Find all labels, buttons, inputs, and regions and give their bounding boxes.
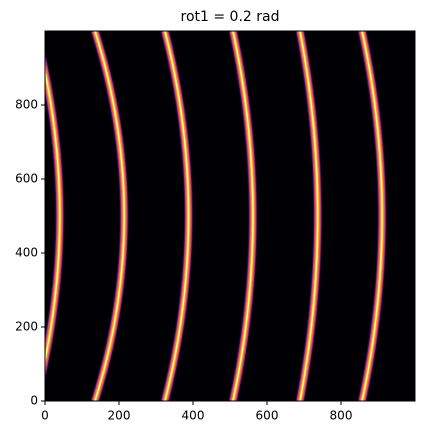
ring-band bbox=[232, 31, 254, 401]
image-area bbox=[45, 31, 415, 401]
ring bbox=[90, 31, 129, 401]
ring bbox=[45, 51, 65, 381]
ring bbox=[357, 31, 387, 401]
ring-band bbox=[299, 31, 319, 401]
ring-band bbox=[94, 31, 125, 401]
y-tick-label: 200 bbox=[15, 320, 38, 334]
ring bbox=[295, 31, 323, 401]
y-tick-label: 600 bbox=[15, 172, 38, 186]
ring-band bbox=[361, 31, 383, 401]
ring bbox=[228, 31, 258, 401]
ring bbox=[160, 31, 194, 401]
y-tick-label: 0 bbox=[30, 394, 38, 408]
image-background bbox=[45, 31, 415, 401]
y-tick-label: 400 bbox=[15, 246, 38, 260]
x-tick-label: 0 bbox=[41, 409, 49, 423]
x-tick-label: 800 bbox=[330, 409, 353, 423]
plot-frame bbox=[44, 30, 416, 402]
y-tick-label: 800 bbox=[15, 98, 38, 112]
chart-title: rot1 = 0.2 rad bbox=[181, 9, 280, 25]
x-tick-label: 600 bbox=[256, 409, 279, 423]
ring-band bbox=[164, 31, 190, 401]
x-tick-label: 200 bbox=[108, 409, 131, 423]
ring-band bbox=[45, 68, 61, 364]
x-tick-label: 400 bbox=[182, 409, 205, 423]
